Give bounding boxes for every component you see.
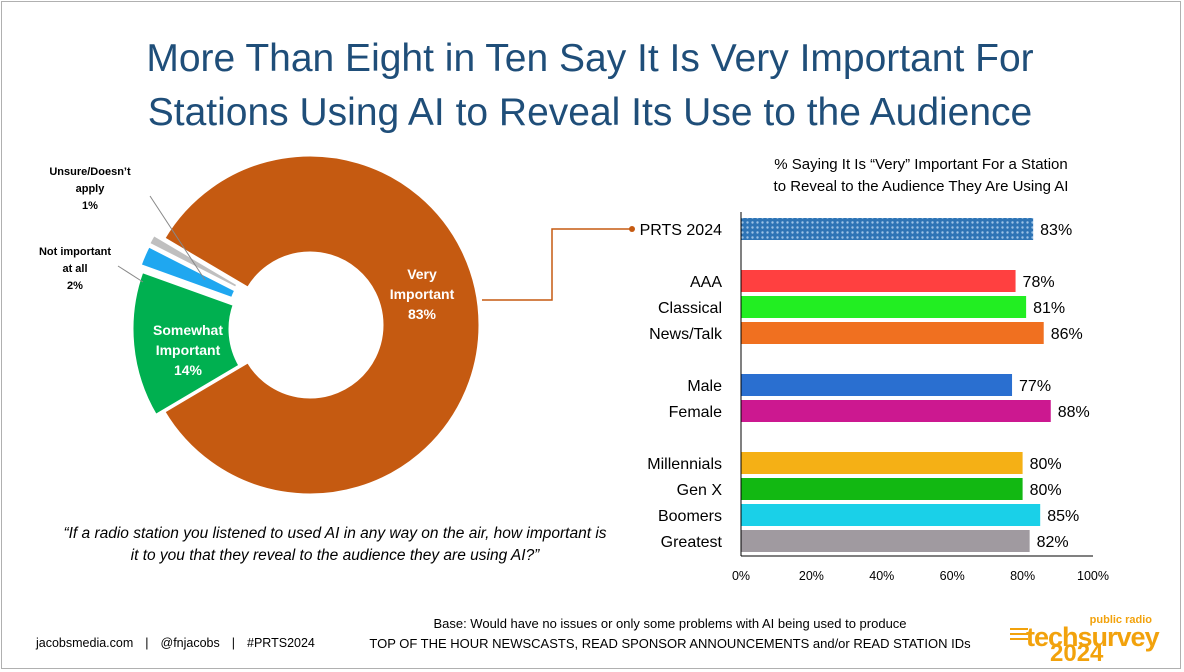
donut-slice-2 [138,243,238,301]
donut-label-line: Important [156,342,221,358]
bar-value-label: 78% [1023,274,1055,291]
footer-credits: jacobsmedia.com | @fnjacobs | #PRTS2024 [36,636,315,650]
donut-label-line: 1% [82,200,98,212]
bar-value-label: 86% [1051,326,1083,343]
title-line-2: Stations Using AI to Reveal Its Use to t… [147,91,1033,134]
bar-chart: % Saying It Is “Very” Important For a St… [640,156,1109,583]
x-tick-label: 20% [799,569,824,583]
base-note: Base: Would have no issues or only some … [340,614,1000,654]
bar-value-label: 82% [1037,534,1069,551]
bar-category-label: News/Talk [649,326,723,343]
bar-aaa [741,270,1016,292]
donut-label-3: Unsure/Doesn’t apply 1% [49,166,131,212]
bar-greatest [741,530,1030,552]
bar-chart-title-line: to Reveal to the Audience They Are Using… [774,178,1069,195]
bar-value-label: 85% [1047,508,1079,525]
bar-male [741,374,1013,396]
donut-label-line: 2% [67,280,83,292]
donut-label-2: Not important at all 2% [39,246,111,292]
bar-value-label: 77% [1019,378,1051,395]
bar-female [741,400,1051,422]
bar-millennials [741,452,1023,474]
donut-label-line: Important [390,286,455,302]
donut-label-line: Unsure/Doesn’t [49,166,131,178]
bar-gen-x [741,478,1023,500]
donut-label-line: apply [76,183,106,195]
logo-year: 2024 [1050,640,1104,667]
donut-slice-1 [130,269,243,418]
bar-value-label: 83% [1040,222,1072,239]
logo-small-text: public radio [1089,614,1152,626]
donut-label-0: Very Important 83% [390,266,455,322]
bar-category-label: Boomers [658,508,722,525]
footer-site: jacobsmedia.com [36,636,134,650]
x-tick-label: 100% [1077,569,1109,583]
donut-label-line: 83% [408,306,437,322]
bar-category-label: Gen X [677,482,723,499]
footer-tag: #PRTS2024 [247,636,315,650]
donut-label-line: Not important [39,246,111,258]
connector-line [482,228,632,301]
base-line-2: TOP OF THE HOUR NEWSCASTS, READ SPONSOR … [369,636,971,651]
bar-category-label: Male [687,378,722,395]
leader-line-unsure [149,195,206,281]
connector-dot [629,226,635,232]
bar-category-label: PRTS 2024 [640,222,723,239]
donut-label-1: Somewhat Important 14% [153,322,223,378]
techsurvey-logo: public radio techsurvey 2024 [1010,614,1160,667]
bar-news-talk [741,322,1044,344]
survey-question: “If a radio station you listened to used… [63,525,607,564]
bar-category-label: Classical [658,300,722,317]
logo-speed-lines [1010,628,1028,643]
base-line-1: Base: Would have no issues or only some … [433,616,907,631]
bar-classical [741,296,1027,318]
bar-category-label: Female [669,404,722,421]
donut-label-line: Very [407,266,437,282]
bar-category-label: AAA [690,274,722,291]
bar-chart-title-line: % Saying It Is “Very” Important For a St… [774,156,1067,173]
title-line-1: More Than Eight in Ten Say It Is Very Im… [146,37,1034,80]
bar-boomers [741,504,1041,526]
x-tick-label: 0% [732,569,750,583]
footer-handle: @fnjacobs [160,636,220,650]
leader-line-not-important [117,265,144,283]
logo-brand: techsurvey [1026,622,1160,652]
bar-value-label: 81% [1033,300,1065,317]
bar-category-label: Greatest [661,534,723,551]
bar-chart-title: % Saying It Is “Very” Important For a St… [774,156,1069,195]
bar-value-label: 80% [1030,456,1062,473]
donut-chart: Very Important 83% Somewhat Important 14% Not … [39,153,635,497]
bar-value-label: 88% [1058,404,1090,421]
donut-slice-0 [161,153,482,497]
bar-value-label: 80% [1030,482,1062,499]
donut-label-line: Somewhat [153,322,223,338]
x-tick-label: 60% [940,569,965,583]
slide-title: More Than Eight in Ten Say It Is Very Im… [40,32,1140,140]
x-tick-label: 80% [1010,569,1035,583]
bar-category-label: Millennials [647,456,722,473]
donut-label-line: at all [62,263,87,275]
donut-label-line: 14% [174,362,203,378]
x-tick-label: 40% [869,569,894,583]
bar-prts-2024 [741,218,1034,240]
